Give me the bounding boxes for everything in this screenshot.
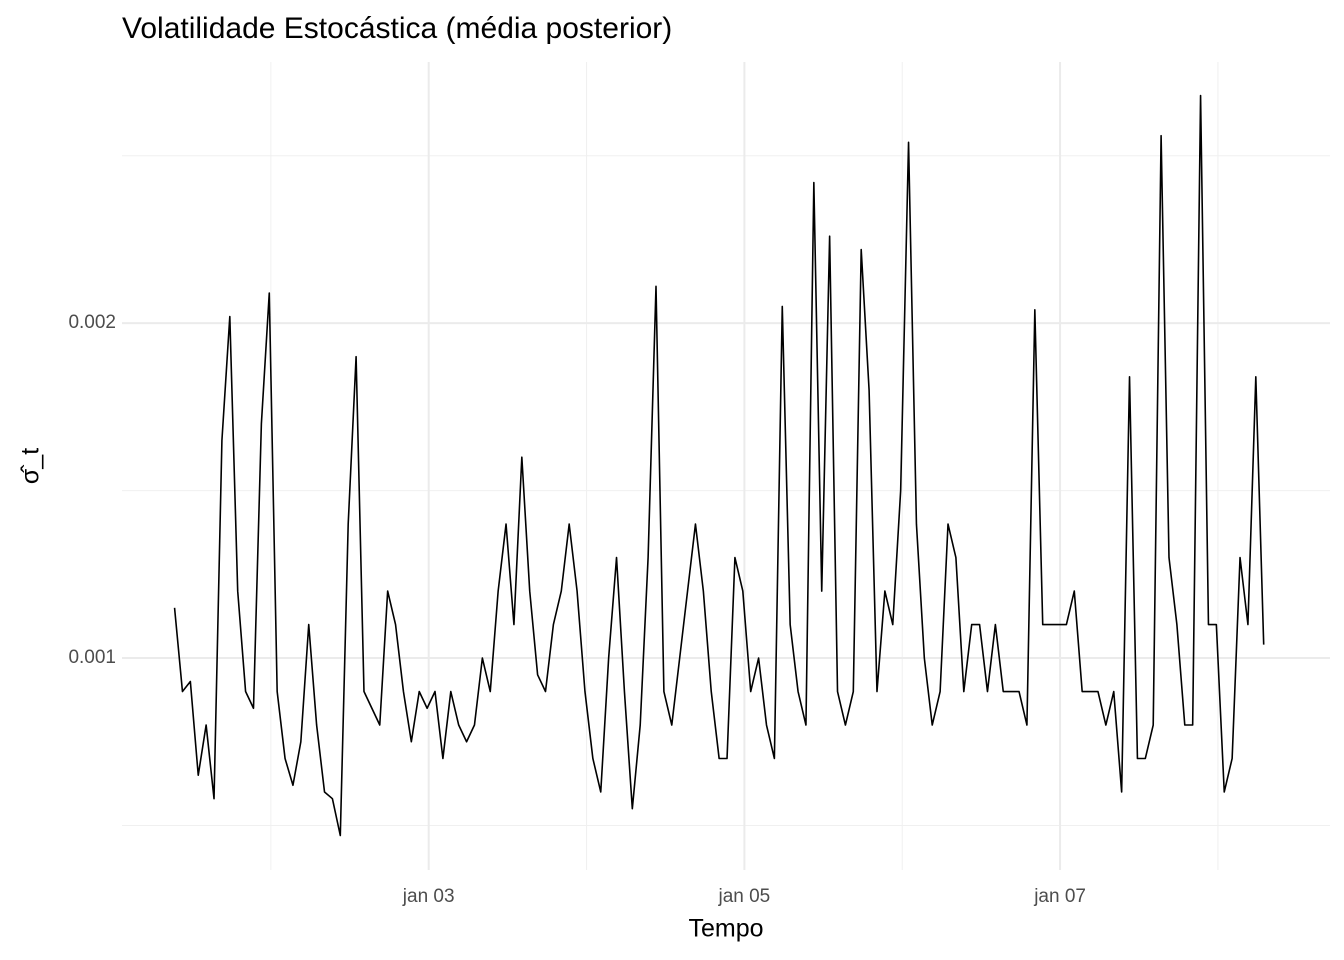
x-tick-label: jan 03: [402, 886, 455, 907]
y-axis-title: σ̂_t: [17, 448, 45, 484]
data-line: [173, 94, 1265, 837]
y-tick-label: 0.001: [68, 647, 116, 668]
y-tick-label: 0.002: [68, 312, 116, 333]
x-axis-title: Tempo: [688, 915, 763, 943]
x-tick-label: jan 05: [717, 886, 770, 907]
x-tick-label: jan 07: [1033, 886, 1086, 907]
chart-title: Volatilidade Estocástica (média posterio…: [122, 12, 672, 45]
